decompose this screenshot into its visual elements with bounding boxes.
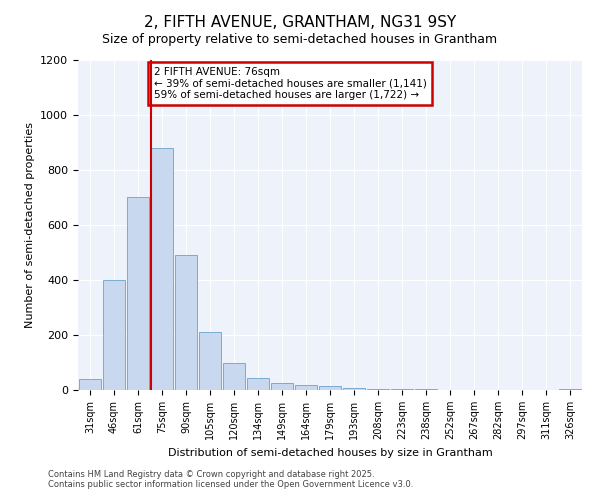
Bar xyxy=(271,383,293,390)
Text: Contains HM Land Registry data © Crown copyright and database right 2025.
Contai: Contains HM Land Registry data © Crown c… xyxy=(48,470,413,489)
Text: Size of property relative to semi-detached houses in Grantham: Size of property relative to semi-detach… xyxy=(103,32,497,46)
Text: 2 FIFTH AVENUE: 76sqm
← 39% of semi-detached houses are smaller (1,141)
59% of s: 2 FIFTH AVENUE: 76sqm ← 39% of semi-deta… xyxy=(154,67,427,100)
Bar xyxy=(247,378,269,390)
Bar xyxy=(103,280,125,390)
Bar xyxy=(343,388,365,390)
Bar xyxy=(319,386,341,390)
Bar xyxy=(79,379,101,390)
X-axis label: Distribution of semi-detached houses by size in Grantham: Distribution of semi-detached houses by … xyxy=(167,448,493,458)
Y-axis label: Number of semi-detached properties: Number of semi-detached properties xyxy=(25,122,35,328)
Bar xyxy=(223,362,245,390)
Bar xyxy=(295,384,317,390)
Bar xyxy=(127,198,149,390)
Bar xyxy=(199,332,221,390)
Bar xyxy=(559,389,581,390)
Bar xyxy=(391,389,413,390)
Text: 2, FIFTH AVENUE, GRANTHAM, NG31 9SY: 2, FIFTH AVENUE, GRANTHAM, NG31 9SY xyxy=(144,15,456,30)
Bar xyxy=(175,255,197,390)
Bar xyxy=(151,148,173,390)
Bar xyxy=(367,388,389,390)
